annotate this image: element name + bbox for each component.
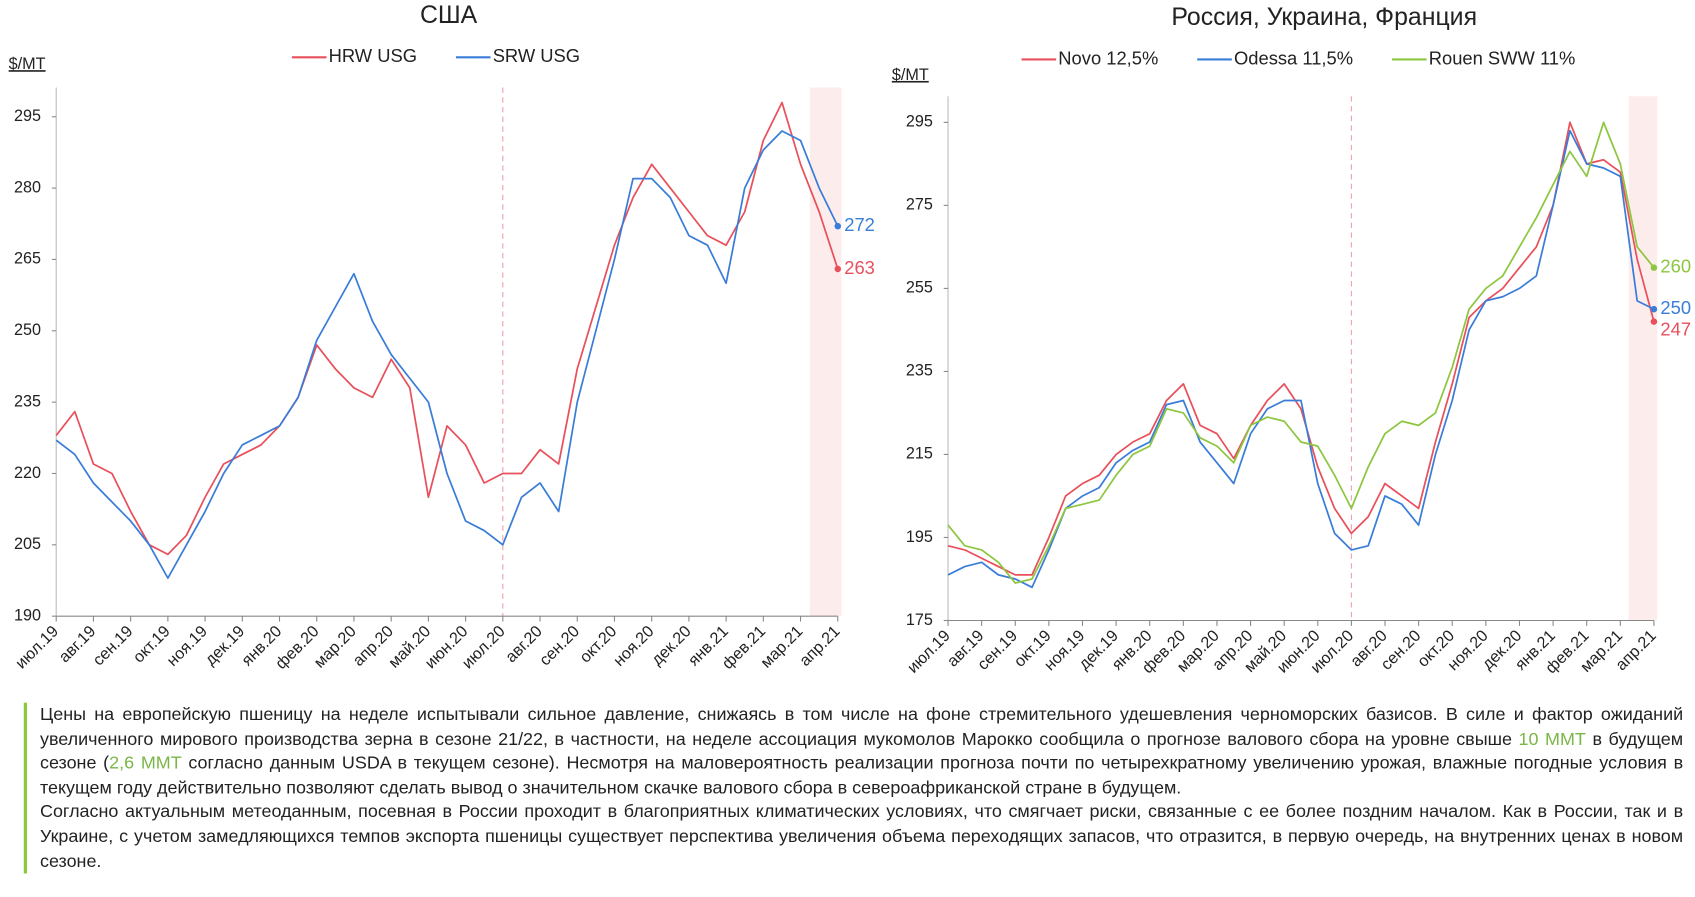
highlight: 10 ММТ [1518, 728, 1586, 749]
y-tick-label: 215 [906, 445, 933, 463]
paragraph: Цены на европейскую пшеницу на неделе ис… [40, 703, 1683, 801]
paragraph: Согласно актуальным метеоданным, посевна… [40, 800, 1683, 873]
x-tick-label: сен.19 [89, 622, 136, 669]
y-tick-label: 220 [14, 464, 41, 482]
y-tick-label: 295 [906, 113, 933, 131]
x-tick-label: дек.19 [201, 622, 248, 669]
y-axis-label: $/MT [9, 55, 46, 73]
series-line [55, 101, 839, 556]
commentary: Цены на европейскую пшеницу на неделе ис… [23, 702, 1683, 874]
legend-label: Novo 12,5% [1058, 47, 1158, 68]
text-run: Согласно актуальным метеоданным, посевна… [39, 801, 1684, 871]
x-tick-label: июл.19 [904, 627, 954, 677]
y-axis-label: $/MT [892, 66, 929, 84]
end-point [834, 265, 842, 273]
y-tick-label: 255 [906, 279, 933, 297]
y-tick-label: 195 [906, 528, 933, 546]
x-tick-label: мар.21 [757, 622, 806, 671]
y-tick-label: 175 [906, 611, 933, 629]
y-tick-label: 275 [906, 196, 933, 214]
x-tick-label: мар.20 [311, 622, 360, 671]
highlight: 2,6 ММТ [109, 752, 182, 774]
chart-title: США [420, 1, 478, 29]
y-tick-label: 250 [14, 321, 41, 339]
series-line [947, 129, 1655, 589]
x-tick-label: дек.20 [648, 622, 695, 669]
y-tick-label: 190 [14, 606, 41, 624]
series-line [947, 121, 1655, 584]
end-value-label: 263 [844, 257, 875, 278]
end-value-label: 260 [1660, 256, 1691, 277]
end-value-label: 250 [1660, 297, 1691, 318]
x-tick-label: июл.19 [12, 622, 62, 672]
legend-label: Odessa 11,5% [1234, 47, 1353, 68]
end-value-label: 247 [1660, 319, 1691, 340]
text-run: в будущем сезоне ( [39, 728, 1684, 774]
chart-title: Россия, Украина, Франция [1171, 3, 1477, 31]
end-point [1650, 264, 1658, 271]
x-tick-label: ноя.20 [610, 622, 658, 670]
y-tick-label: 280 [14, 178, 41, 196]
series-line [947, 121, 1655, 576]
recent-shade [1628, 96, 1658, 621]
series-line [55, 130, 839, 579]
text-run: Цены на европейскую пшеницу на неделе ис… [39, 703, 1684, 749]
x-tick-label: ноя.19 [163, 622, 211, 670]
y-tick-label: 295 [14, 107, 41, 125]
legend-label: SRW USG [493, 45, 580, 66]
x-tick-label: сен.20 [536, 622, 583, 669]
y-tick-label: 265 [14, 250, 41, 268]
y-tick-label: 235 [906, 362, 933, 380]
y-tick-label: 205 [14, 535, 41, 553]
recent-shade [809, 87, 842, 617]
x-tick-label: апр.21 [796, 622, 844, 670]
end-value-label: 272 [844, 214, 875, 235]
legend-label: Rouen SWW 11% [1429, 47, 1576, 68]
text-run: согласно данным USDA в текущем сезоне). … [39, 752, 1684, 798]
y-tick-label: 235 [14, 392, 41, 410]
end-point [834, 222, 842, 230]
charts: США$/MT190205220235250265280295июл.19авг… [9, 1, 1691, 677]
legend-label: HRW USG [329, 45, 417, 66]
end-point [1650, 318, 1658, 325]
end-point [1650, 305, 1658, 313]
